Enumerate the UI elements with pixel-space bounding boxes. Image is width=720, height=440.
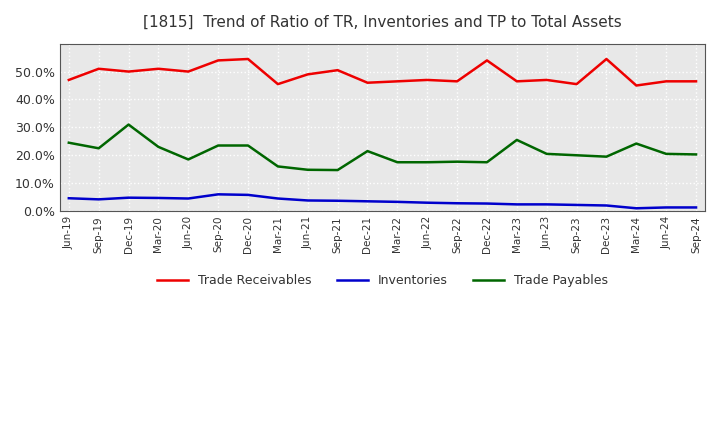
Inventories bbox=[542, 202, 551, 207]
Trade Payables bbox=[393, 160, 402, 165]
Legend: Trade Receivables, Inventories, Trade Payables: Trade Receivables, Inventories, Trade Pa… bbox=[152, 269, 613, 292]
Trade Receivables bbox=[453, 79, 462, 84]
Trade Payables bbox=[662, 151, 670, 157]
Trade Payables bbox=[572, 153, 581, 158]
Trade Receivables bbox=[184, 69, 193, 74]
Inventories bbox=[513, 202, 521, 207]
Trade Payables bbox=[184, 157, 193, 162]
Title: [1815]  Trend of Ratio of TR, Inventories and TP to Total Assets: [1815] Trend of Ratio of TR, Inventories… bbox=[143, 15, 622, 30]
Trade Payables bbox=[542, 151, 551, 157]
Inventories bbox=[602, 203, 611, 208]
Trade Payables bbox=[214, 143, 222, 148]
Trade Receivables bbox=[125, 69, 133, 74]
Trade Payables bbox=[243, 143, 252, 148]
Trade Payables bbox=[632, 141, 641, 146]
Trade Receivables bbox=[423, 77, 431, 83]
Trade Payables bbox=[303, 167, 312, 172]
Trade Receivables bbox=[542, 77, 551, 83]
Trade Payables bbox=[274, 164, 282, 169]
Trade Receivables bbox=[303, 72, 312, 77]
Trade Receivables bbox=[243, 56, 252, 62]
Trade Payables bbox=[482, 160, 491, 165]
Trade Receivables bbox=[662, 79, 670, 84]
Inventories bbox=[303, 198, 312, 203]
Inventories bbox=[363, 199, 372, 204]
Trade Payables bbox=[154, 144, 163, 150]
Trade Payables bbox=[333, 167, 342, 172]
Inventories bbox=[423, 200, 431, 205]
Trade Receivables bbox=[482, 58, 491, 63]
Trade Receivables bbox=[214, 58, 222, 63]
Inventories bbox=[94, 197, 103, 202]
Trade Receivables bbox=[333, 67, 342, 73]
Trade Payables bbox=[65, 140, 73, 145]
Trade Receivables bbox=[363, 80, 372, 85]
Inventories bbox=[214, 192, 222, 197]
Trade Receivables bbox=[154, 66, 163, 71]
Inventories bbox=[154, 195, 163, 201]
Trade Receivables bbox=[602, 56, 611, 62]
Inventories bbox=[125, 195, 133, 200]
Trade Receivables bbox=[393, 79, 402, 84]
Inventories bbox=[692, 205, 701, 210]
Trade Payables bbox=[513, 137, 521, 143]
Inventories bbox=[393, 199, 402, 205]
Trade Payables bbox=[602, 154, 611, 159]
Inventories bbox=[662, 205, 670, 210]
Trade Payables bbox=[363, 148, 372, 154]
Trade Payables bbox=[125, 122, 133, 127]
Trade Receivables bbox=[65, 77, 73, 83]
Inventories bbox=[572, 202, 581, 208]
Trade Receivables bbox=[632, 83, 641, 88]
Line: Inventories: Inventories bbox=[69, 194, 696, 208]
Inventories bbox=[243, 192, 252, 198]
Inventories bbox=[184, 196, 193, 201]
Line: Trade Payables: Trade Payables bbox=[69, 125, 696, 170]
Line: Trade Receivables: Trade Receivables bbox=[69, 59, 696, 85]
Inventories bbox=[482, 201, 491, 206]
Inventories bbox=[632, 205, 641, 211]
Inventories bbox=[65, 196, 73, 201]
Inventories bbox=[274, 196, 282, 201]
Trade Payables bbox=[692, 152, 701, 157]
Trade Receivables bbox=[274, 81, 282, 87]
Inventories bbox=[453, 201, 462, 206]
Trade Payables bbox=[423, 160, 431, 165]
Trade Receivables bbox=[513, 79, 521, 84]
Inventories bbox=[333, 198, 342, 203]
Trade Receivables bbox=[94, 66, 103, 71]
Trade Payables bbox=[94, 146, 103, 151]
Trade Payables bbox=[453, 159, 462, 164]
Trade Receivables bbox=[692, 79, 701, 84]
Trade Receivables bbox=[572, 81, 581, 87]
